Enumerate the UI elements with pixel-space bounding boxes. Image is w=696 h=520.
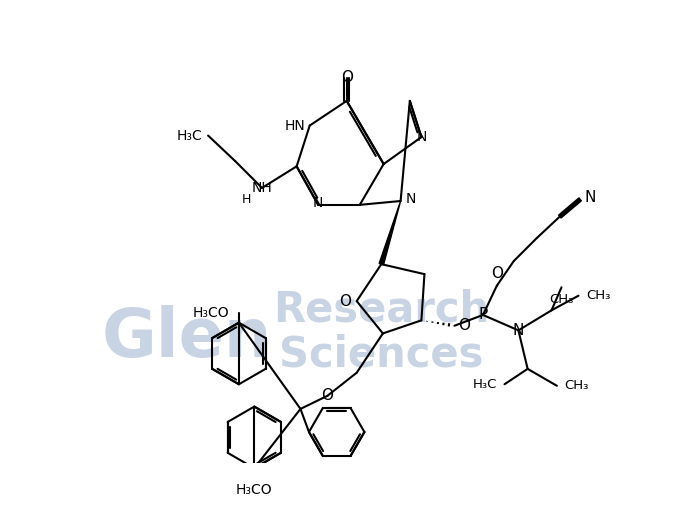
Text: O: O bbox=[459, 318, 470, 333]
Text: Glen: Glen bbox=[102, 305, 273, 371]
Text: H₃C: H₃C bbox=[176, 128, 202, 142]
Text: H₃C: H₃C bbox=[473, 378, 497, 391]
Text: HN: HN bbox=[285, 119, 305, 133]
Text: CH₃: CH₃ bbox=[564, 379, 589, 392]
Text: Research
Sciences: Research Sciences bbox=[274, 288, 489, 375]
Text: P: P bbox=[478, 307, 488, 322]
Text: CH₃: CH₃ bbox=[549, 293, 574, 306]
Text: N: N bbox=[313, 196, 324, 210]
Text: CH₃: CH₃ bbox=[586, 289, 610, 302]
Polygon shape bbox=[379, 201, 401, 265]
Text: O: O bbox=[340, 294, 351, 308]
Text: N: N bbox=[416, 130, 427, 144]
Text: N: N bbox=[513, 323, 524, 338]
Text: N: N bbox=[585, 190, 596, 205]
Text: NH: NH bbox=[252, 181, 272, 195]
Text: H₃CO: H₃CO bbox=[236, 483, 273, 497]
Text: H₃CO: H₃CO bbox=[193, 306, 230, 320]
Text: O: O bbox=[491, 266, 503, 281]
Text: N: N bbox=[406, 192, 416, 206]
Text: O: O bbox=[340, 70, 353, 85]
Text: O: O bbox=[322, 388, 333, 404]
Text: H: H bbox=[242, 193, 251, 206]
